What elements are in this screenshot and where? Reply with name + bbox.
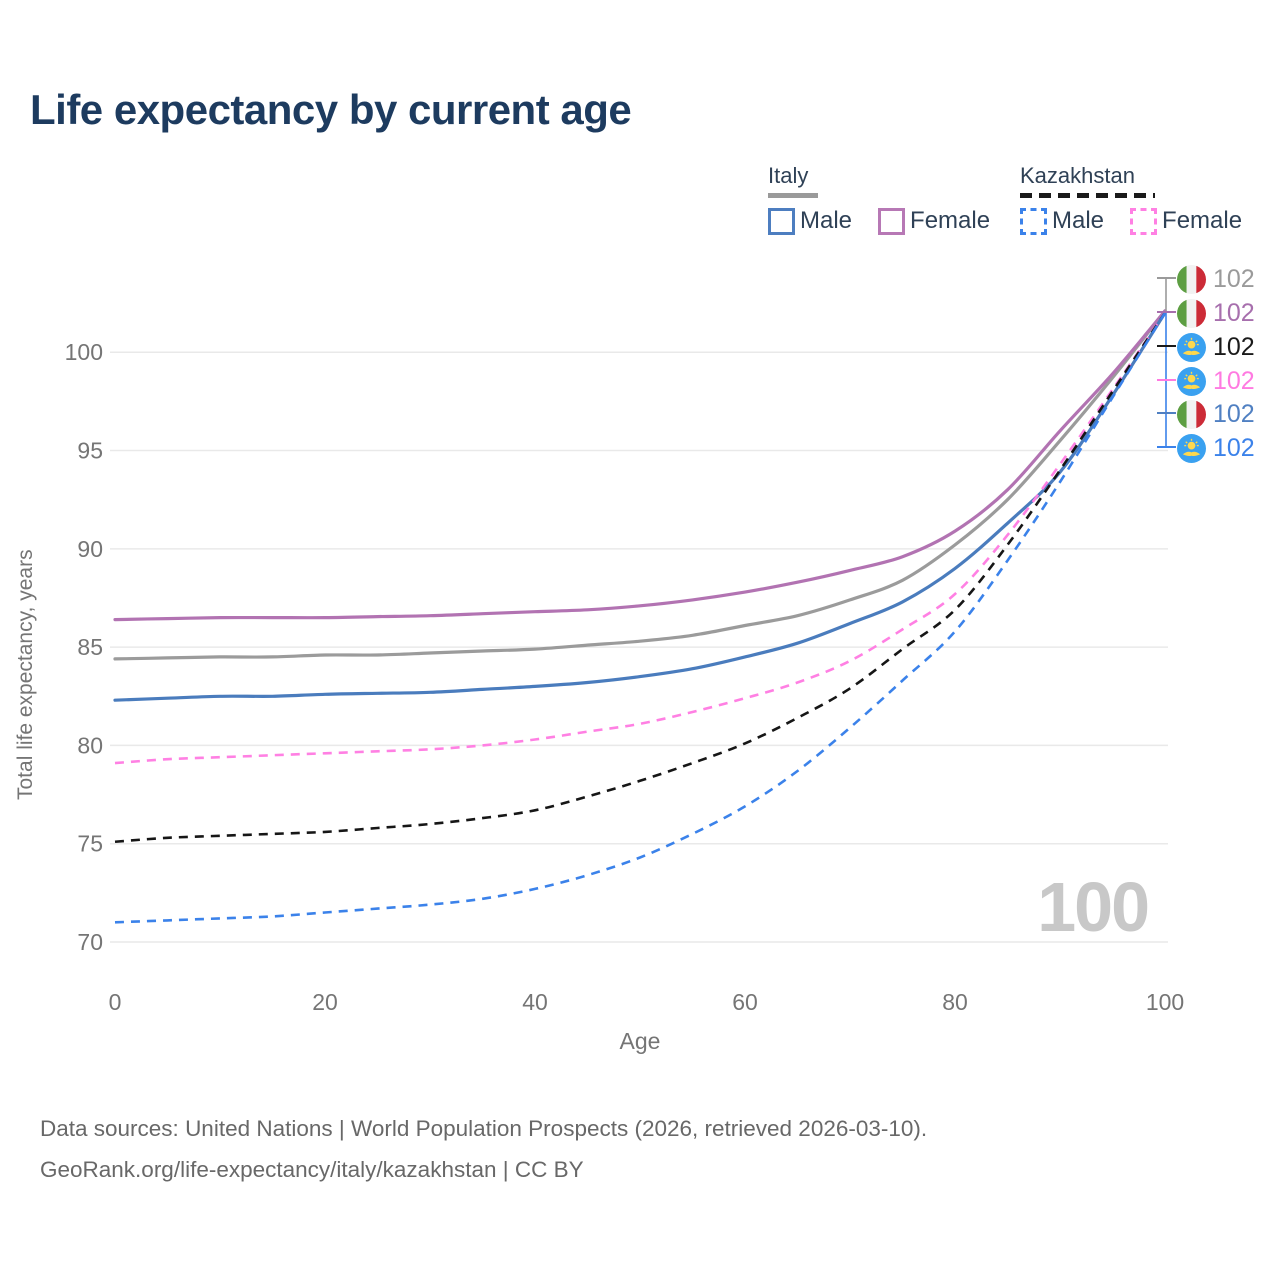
svg-text:75: 75: [77, 831, 103, 857]
page-title: Life expectancy by current age: [30, 86, 632, 133]
legend-item-label: Female: [1162, 207, 1243, 234]
end-label-kazakhstan-male: 102: [1177, 433, 1255, 463]
footer-data-sources: Data sources: United Nations | World Pop…: [40, 1116, 928, 1141]
legend-group-italy: Italy Male Female: [768, 163, 990, 235]
italy-flag-icon: [1177, 298, 1206, 328]
italy-female-swatch-icon: [878, 207, 906, 235]
legend-item-kazakhstan-female[interactable]: Female: [1130, 207, 1242, 235]
legend-item-label: Male: [800, 207, 853, 234]
legend-item-label: Female: [910, 207, 991, 234]
svg-text:80: 80: [77, 732, 103, 758]
svg-text:100: 100: [1146, 989, 1184, 1015]
svg-text:100: 100: [65, 339, 103, 365]
end-label-kazakhstan-female: 102: [1177, 366, 1255, 396]
legend-item-italy-female[interactable]: Female: [878, 207, 990, 235]
svg-text:20: 20: [312, 989, 338, 1015]
end-value: 102: [1213, 298, 1255, 327]
legend-group-kazakhstan: Kazakhstan Male Female: [1020, 163, 1242, 235]
italy-flag-icon: [1177, 399, 1206, 429]
legend-underline-solid: [768, 193, 818, 198]
legend-group-title: Italy: [768, 163, 809, 188]
svg-text:60: 60: [732, 989, 758, 1015]
svg-text:40: 40: [522, 989, 548, 1015]
italy-flag-icon: [1177, 264, 1206, 294]
kazakhstan-flag-icon: [1177, 332, 1206, 362]
kazakhstan-male-swatch-icon: [1020, 207, 1047, 235]
kazakhstan-female-swatch-icon: [1130, 207, 1158, 235]
footer: Data sources: United Nations | World Pop…: [40, 1108, 927, 1190]
legend-group-title: Kazakhstan: [1020, 163, 1135, 188]
kazakhstan-flag-icon: [1177, 366, 1206, 396]
italy-male-swatch-icon: [768, 207, 795, 235]
end-value: 102: [1213, 399, 1255, 428]
end-value: 102: [1213, 366, 1255, 395]
end-value: 102: [1213, 332, 1255, 361]
footer-attribution: GeoRank.org/life-expectancy/italy/kazakh…: [40, 1157, 584, 1182]
legend-item-kazakhstan-male[interactable]: Male: [1020, 207, 1104, 235]
end-value: 102: [1213, 264, 1255, 293]
svg-text:80: 80: [942, 989, 968, 1015]
end-label-italy-total: 102: [1177, 264, 1255, 294]
legend-item-label: Male: [1052, 207, 1105, 234]
svg-text:90: 90: [77, 536, 103, 562]
end-label-kazakhstan-total: 102: [1177, 332, 1255, 362]
watermark-age-indicator: 100: [1037, 868, 1150, 946]
x-axis-title: Age: [619, 1028, 661, 1054]
svg-text:95: 95: [77, 438, 103, 464]
legend-item-italy-male[interactable]: Male: [768, 207, 852, 235]
svg-text:0: 0: [109, 989, 122, 1015]
end-label-italy-female: 102: [1177, 298, 1255, 328]
end-value: 102: [1213, 433, 1255, 462]
svg-text:70: 70: [77, 929, 103, 955]
kazakhstan-flag-icon: [1177, 433, 1206, 463]
legend-underline-dashed: [1020, 193, 1155, 198]
end-label-italy-male: 102: [1177, 399, 1255, 429]
svg-text:85: 85: [77, 634, 103, 660]
